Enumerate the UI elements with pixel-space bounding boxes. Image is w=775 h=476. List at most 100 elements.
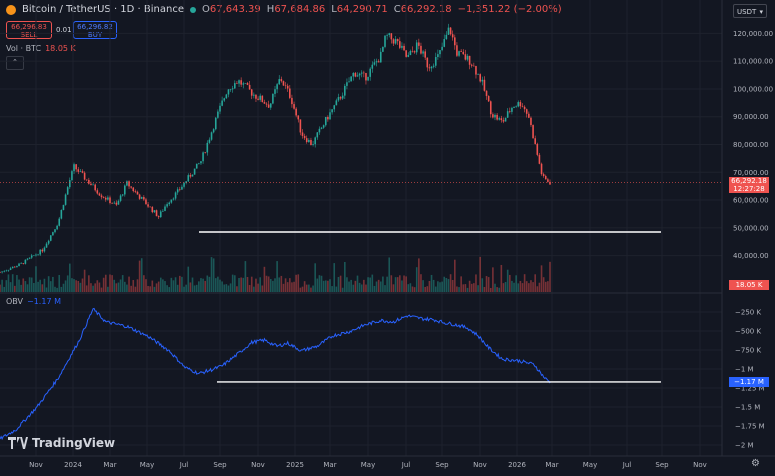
candle-body (113, 202, 116, 204)
grid-lines (0, 0, 722, 456)
candle-body (240, 80, 242, 85)
bar-countdown: 12:27:28 (733, 184, 765, 193)
volume-legend[interactable]: Vol · BTC 18.05 K (6, 44, 76, 53)
candle-body (71, 171, 73, 181)
volume-bar (100, 287, 103, 292)
volume-bar (253, 286, 255, 292)
candle-body (407, 55, 410, 57)
candle-body (337, 97, 340, 101)
volume-bar (481, 278, 484, 292)
volume-bar (231, 274, 234, 292)
volume-bar (179, 275, 181, 292)
candle-body (390, 33, 393, 40)
volume-bar (498, 287, 501, 292)
volume-bar (454, 259, 456, 292)
volume-bar (162, 279, 164, 292)
candle-body (525, 109, 528, 114)
candle-body (0, 272, 1, 273)
candle-body (193, 168, 196, 175)
volume-bar (35, 266, 37, 292)
volume-bar (185, 284, 187, 292)
volume-bar (54, 286, 56, 292)
collapse-legend-chevron-up-icon[interactable]: ⌃ (6, 56, 24, 70)
volume-bar (187, 266, 190, 292)
volume-bar (195, 284, 198, 292)
candle-body (221, 100, 223, 106)
volume-bar (447, 279, 450, 292)
candle-body (354, 72, 357, 77)
candle-body (324, 116, 327, 126)
candle-body (473, 65, 475, 67)
candle-body (341, 95, 344, 99)
bitcoin-logo-icon (6, 4, 16, 15)
candle-body (547, 179, 549, 182)
candle-body (371, 64, 374, 69)
candle-body (242, 83, 245, 85)
obv-axis-label: −250 K (735, 309, 761, 317)
candle-body (217, 111, 219, 118)
volume-bar (261, 285, 264, 292)
volume-bar (104, 274, 107, 292)
volume-bar (382, 276, 384, 292)
candle-body (100, 195, 103, 198)
volume-bar (320, 275, 323, 292)
obv-line (0, 307, 551, 441)
candle-body (344, 85, 346, 96)
volume-bar (365, 284, 367, 292)
volume-bar (528, 283, 530, 292)
candle-body (489, 101, 492, 115)
candle-body (265, 103, 268, 105)
candle-body (382, 46, 384, 52)
settings-gear-icon[interactable]: ⚙ (751, 458, 760, 469)
candle-body (286, 85, 289, 89)
candle-body (181, 186, 183, 190)
volume-bar (155, 283, 158, 292)
buy-price: 66,296.82 (77, 23, 113, 31)
candle-body (56, 225, 58, 230)
candle-body (363, 72, 365, 74)
volume-bar (390, 275, 393, 292)
volume-bar (263, 266, 266, 292)
candle-body (41, 249, 44, 252)
candle-body (126, 181, 128, 186)
volume-bar (286, 282, 289, 292)
volume-bar (69, 263, 71, 292)
volume-bar (22, 278, 25, 292)
volume-bar (538, 282, 541, 292)
volume-bar (280, 275, 283, 292)
volume-bar (523, 274, 526, 292)
tradingview-logo[interactable]: TradingView (8, 436, 115, 450)
spread-value: 0.01 (56, 26, 72, 34)
candle-body (504, 117, 507, 122)
volume-bar (350, 279, 352, 292)
candle-body (248, 84, 251, 90)
candle-body (314, 137, 316, 145)
volume-bar (96, 280, 99, 292)
volume-bar (399, 275, 401, 292)
candle-body (136, 191, 139, 195)
symbol-title[interactable]: Bitcoin / TetherUS · 1D · Binance (22, 4, 184, 15)
currency-selector[interactable]: USDT ▾ (733, 4, 767, 18)
volume-bar (26, 284, 29, 292)
sell-button[interactable]: 66,296.83 SELL (6, 21, 52, 39)
candle-body (331, 109, 333, 113)
time-axis-label: Mar (323, 461, 336, 469)
candle-body (102, 197, 105, 198)
volume-bar (496, 287, 498, 292)
obv-axis-label: −750 K (735, 347, 761, 355)
candle-body (223, 98, 226, 101)
volume-bar (500, 264, 503, 292)
candlesticks (0, 23, 551, 274)
volume-bar (244, 261, 247, 292)
candle-body (11, 266, 14, 269)
obv-legend[interactable]: OBV −1.17 M (6, 297, 61, 306)
candle-body (447, 27, 450, 35)
candle-body (191, 174, 194, 177)
volume-bar (200, 278, 202, 292)
volume-bar (92, 285, 94, 292)
candle-body (409, 50, 412, 56)
candle-body (204, 152, 206, 153)
volume-bar (504, 281, 507, 292)
candle-body (502, 120, 505, 122)
